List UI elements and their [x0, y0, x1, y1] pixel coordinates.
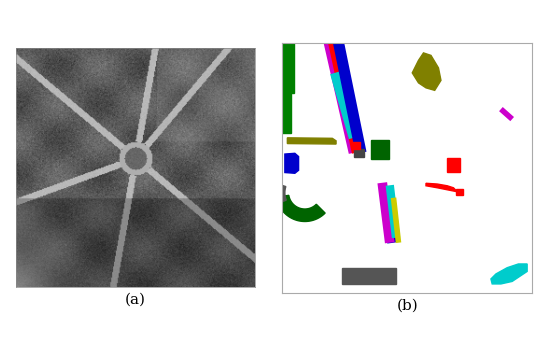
Bar: [371, 140, 389, 159]
Bar: [351, 142, 360, 149]
Bar: [353, 149, 364, 157]
Polygon shape: [412, 53, 441, 90]
Bar: [447, 158, 460, 171]
Polygon shape: [276, 184, 286, 203]
Polygon shape: [285, 153, 299, 173]
Polygon shape: [287, 138, 336, 144]
X-axis label: (b): (b): [396, 298, 418, 312]
X-axis label: (a): (a): [125, 293, 146, 307]
Polygon shape: [426, 183, 456, 191]
Bar: [282, 93, 291, 133]
Polygon shape: [491, 264, 527, 284]
Polygon shape: [276, 195, 325, 221]
Bar: [342, 268, 396, 284]
Bar: [456, 188, 464, 195]
Bar: [282, 43, 294, 93]
